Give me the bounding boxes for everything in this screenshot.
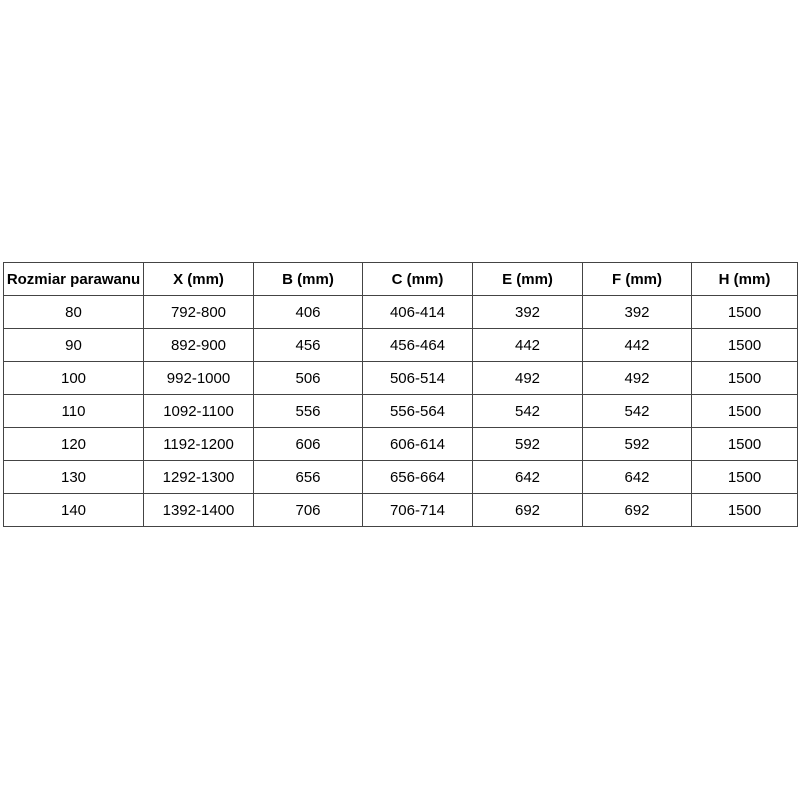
table-cell: 556 xyxy=(253,394,363,428)
size-table-container: Rozmiar parawanu X (mm) B (mm) C (mm) E (mm)… xyxy=(3,262,798,527)
column-header: B (mm) xyxy=(253,262,363,296)
table-cell: 442 xyxy=(472,328,583,362)
table-row: 80 792-800 406 406-414 392 392 1500 xyxy=(3,295,798,329)
table-row: 140 1392-1400 706 706-714 692 692 1500 xyxy=(3,493,798,527)
table-header-row: Rozmiar parawanu X (mm) B (mm) C (mm) E (mm)… xyxy=(3,262,798,296)
table-cell: 492 xyxy=(582,361,692,395)
table-cell: 456-464 xyxy=(362,328,473,362)
table-cell: 1500 xyxy=(691,460,798,494)
size-table: Rozmiar parawanu X (mm) B (mm) C (mm) E (mm)… xyxy=(3,262,798,527)
table-cell: 392 xyxy=(472,295,583,329)
table-cell: 592 xyxy=(472,427,583,461)
table-row: 90 892-900 456 456-464 442 442 1500 xyxy=(3,328,798,362)
table-cell: 642 xyxy=(472,460,583,494)
column-header: E (mm) xyxy=(472,262,583,296)
table-cell: 592 xyxy=(582,427,692,461)
table-cell: 556-564 xyxy=(362,394,473,428)
table-cell: 542 xyxy=(472,394,583,428)
table-cell: 406 xyxy=(253,295,363,329)
table-cell: 120 xyxy=(3,427,144,461)
table-cell: 130 xyxy=(3,460,144,494)
table-cell: 892-900 xyxy=(143,328,254,362)
table-cell: 992-1000 xyxy=(143,361,254,395)
table-cell: 506 xyxy=(253,361,363,395)
column-header: X (mm) xyxy=(143,262,254,296)
table-cell: 456 xyxy=(253,328,363,362)
table-cell: 442 xyxy=(582,328,692,362)
column-header: F (mm) xyxy=(582,262,692,296)
table-cell: 792-800 xyxy=(143,295,254,329)
table-cell: 1500 xyxy=(691,295,798,329)
table-cell: 1500 xyxy=(691,361,798,395)
column-header: H (mm) xyxy=(691,262,798,296)
table-cell: 706-714 xyxy=(362,493,473,527)
table-cell: 542 xyxy=(582,394,692,428)
table-row: 120 1192-1200 606 606-614 592 592 1500 xyxy=(3,427,798,461)
table-cell: 1500 xyxy=(691,493,798,527)
table-cell: 80 xyxy=(3,295,144,329)
table-cell: 1500 xyxy=(691,328,798,362)
table-cell: 606-614 xyxy=(362,427,473,461)
table-row: 130 1292-1300 656 656-664 642 642 1500 xyxy=(3,460,798,494)
table-cell: 90 xyxy=(3,328,144,362)
table-cell: 1500 xyxy=(691,394,798,428)
table-cell: 692 xyxy=(582,493,692,527)
table-cell: 692 xyxy=(472,493,583,527)
table-cell: 656-664 xyxy=(362,460,473,494)
table-cell: 1192-1200 xyxy=(143,427,254,461)
table-cell: 140 xyxy=(3,493,144,527)
table-cell: 1500 xyxy=(691,427,798,461)
table-cell: 1292-1300 xyxy=(143,460,254,494)
table-cell: 606 xyxy=(253,427,363,461)
table-cell: 1092-1100 xyxy=(143,394,254,428)
table-cell: 100 xyxy=(3,361,144,395)
table-cell: 642 xyxy=(582,460,692,494)
column-header: Rozmiar parawanu xyxy=(3,262,144,296)
table-cell: 492 xyxy=(472,361,583,395)
table-cell: 706 xyxy=(253,493,363,527)
table-cell: 1392-1400 xyxy=(143,493,254,527)
table-cell: 406-414 xyxy=(362,295,473,329)
column-header: C (mm) xyxy=(362,262,473,296)
table-cell: 392 xyxy=(582,295,692,329)
table-row: 110 1092-1100 556 556-564 542 542 1500 xyxy=(3,394,798,428)
table-row: 100 992-1000 506 506-514 492 492 1500 xyxy=(3,361,798,395)
table-cell: 506-514 xyxy=(362,361,473,395)
table-cell: 656 xyxy=(253,460,363,494)
table-cell: 110 xyxy=(3,394,144,428)
